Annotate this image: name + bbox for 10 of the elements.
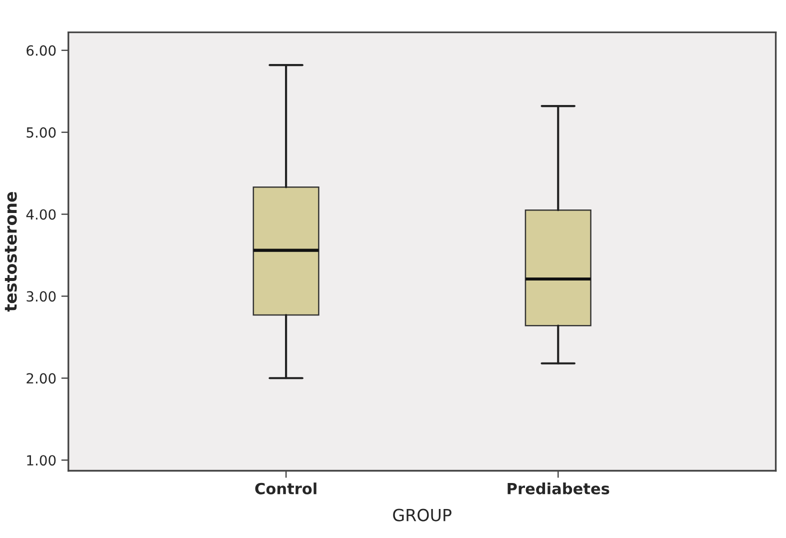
x-axis-title: GROUP	[393, 508, 452, 522]
y-tick-label: 4.00	[26, 209, 56, 220]
y-tick-label: 6.00	[26, 45, 56, 56]
y-axis-title: testosterone	[4, 192, 17, 312]
y-tick-label: 1.00	[27, 455, 56, 466]
y-tick-label: 2.00	[26, 373, 56, 384]
y-tick-label: 5.00	[26, 127, 56, 138]
x-tick-label: Prediabetes	[508, 482, 610, 494]
y-tick-label: 3.00	[26, 291, 56, 302]
x-tick-label: Control	[255, 482, 316, 494]
